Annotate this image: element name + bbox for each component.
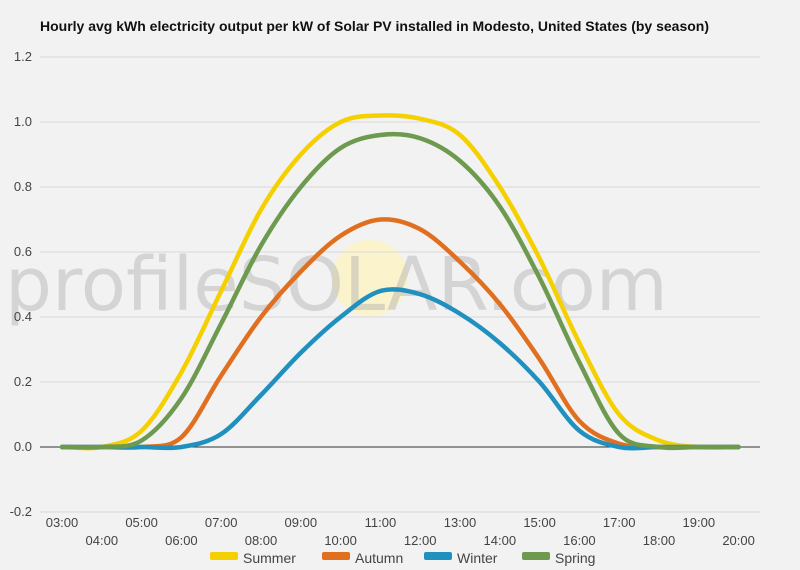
x-tick-label: 11:00 — [365, 515, 397, 530]
legend-label-autumn: Autumn — [355, 550, 403, 566]
chart-title: Hourly avg kWh electricity output per kW… — [40, 18, 709, 34]
x-tick-label: 18:00 — [643, 533, 676, 548]
y-tick-label: 0.4 — [14, 309, 32, 324]
y-tick-label: 0.2 — [14, 374, 32, 389]
x-tick-label: 12:00 — [404, 533, 437, 548]
legend-label-spring: Spring — [555, 550, 595, 566]
x-tick-label: 13:00 — [444, 515, 477, 530]
legend-label-summer: Summer — [243, 550, 296, 566]
x-tick-label: 16:00 — [563, 533, 596, 548]
x-tick-label: 19:00 — [683, 515, 716, 530]
x-tick-label: 14:00 — [484, 533, 517, 548]
x-tick-label: 03:00 — [46, 515, 79, 530]
x-tick-label: 08:00 — [245, 533, 278, 548]
watermark-sun — [332, 240, 408, 316]
x-tick-label: 09:00 — [285, 515, 318, 530]
legend-label-winter: Winter — [457, 550, 498, 566]
series-line-winter — [59, 287, 741, 451]
y-tick-label: 0.0 — [14, 439, 32, 454]
series-line-autumn — [59, 217, 741, 450]
x-tick-label: 04:00 — [86, 533, 119, 548]
series-line-summer — [59, 113, 741, 451]
y-tick-label: -0.2 — [10, 504, 32, 519]
watermark: profileSOLAR.com — [5, 240, 668, 328]
x-tick-label: 20:00 — [722, 533, 755, 548]
y-tick-label: 1.0 — [14, 114, 32, 129]
series-line-spring — [59, 131, 741, 451]
y-tick-label: 0.8 — [14, 179, 32, 194]
legend-swatch-winter — [424, 552, 452, 560]
x-tick-label: 07:00 — [205, 515, 238, 530]
x-tick-label: 10:00 — [324, 533, 357, 548]
x-tick-label: 05:00 — [125, 515, 158, 530]
legend-swatch-autumn — [322, 552, 350, 560]
x-tick-label: 17:00 — [603, 515, 636, 530]
legend-swatch-spring — [522, 552, 550, 560]
y-tick-label: 1.2 — [14, 49, 32, 64]
y-tick-label: 0.6 — [14, 244, 32, 259]
x-tick-label: 06:00 — [165, 533, 198, 548]
x-tick-label: 15:00 — [523, 515, 556, 530]
legend-swatch-summer — [210, 552, 238, 560]
